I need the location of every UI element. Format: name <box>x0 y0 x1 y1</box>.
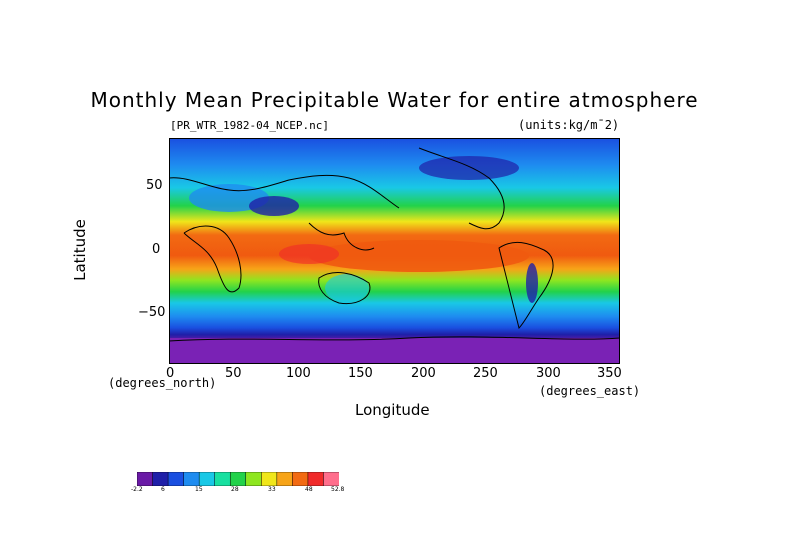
colorbar-ticks: -2.2 6 15 28 33 48 52.8 <box>131 486 344 496</box>
coastlines <box>169 147 620 342</box>
map-frame <box>169 138 620 364</box>
dry-asia <box>189 184 269 212</box>
x-unit-note: (degrees_east) <box>539 384 641 398</box>
colorbar-label: -2.2 <box>131 486 143 493</box>
colorbar-swatch <box>137 472 154 486</box>
x-tick-label: 200 <box>411 366 436 381</box>
colorbar-swatch <box>323 472 339 486</box>
x-tick-label: 0 <box>166 366 175 381</box>
warm-pool <box>309 240 529 272</box>
y-tick-label: 0 <box>152 242 161 257</box>
antarctica-field <box>169 338 620 364</box>
x-tick-label: 100 <box>286 366 311 381</box>
chart-title: Monthly Mean Precipitable Water for enti… <box>90 88 699 112</box>
x-tick-label: 300 <box>536 366 561 381</box>
andes-dry <box>526 263 538 303</box>
tibet-dry <box>249 196 299 216</box>
units-label: (units:kg/m¯2) <box>518 118 620 132</box>
y-tick-label: 50 <box>146 178 163 193</box>
colorbar-swatch <box>152 472 169 486</box>
colorbar-swatch <box>229 472 247 486</box>
colorbar-label: 48 <box>305 486 313 493</box>
x-tick-label: 250 <box>473 366 498 381</box>
colorbar <box>137 472 339 486</box>
colorbar-swatch <box>198 472 216 486</box>
y-axis-title: Latitude <box>71 219 89 281</box>
north-america-dry <box>419 156 519 180</box>
precipitable-water-map <box>169 138 620 364</box>
file-name-label: [PR_WTR_1982-04_NCEP.nc] <box>170 119 329 132</box>
colorbar-swatch <box>307 472 325 486</box>
australia-dry <box>325 274 369 302</box>
colorbar-swatch <box>183 472 200 486</box>
colorbar-label: 15 <box>195 486 203 493</box>
colorbar-label: 52.8 <box>331 486 345 493</box>
colorbar-label: 6 <box>161 486 165 493</box>
colorbar-swatch <box>292 472 309 486</box>
x-tick-label: 350 <box>597 366 622 381</box>
y-unit-note: (degrees_north) <box>108 376 217 390</box>
colorbar-swatch <box>261 472 278 486</box>
warm-pool-east <box>279 244 339 264</box>
colorbar-label: 33 <box>268 486 276 493</box>
colorbar-swatch <box>276 472 294 486</box>
x-tick-label: 50 <box>225 366 242 381</box>
x-axis-title: Longitude <box>355 401 430 419</box>
colorbar-swatch <box>214 472 231 486</box>
colorbar-label: 28 <box>231 486 239 493</box>
colorbar-swatch <box>167 472 185 486</box>
y-tick-label: −50 <box>138 305 166 320</box>
x-tick-label: 150 <box>348 366 373 381</box>
colorbar-swatch <box>245 472 263 486</box>
